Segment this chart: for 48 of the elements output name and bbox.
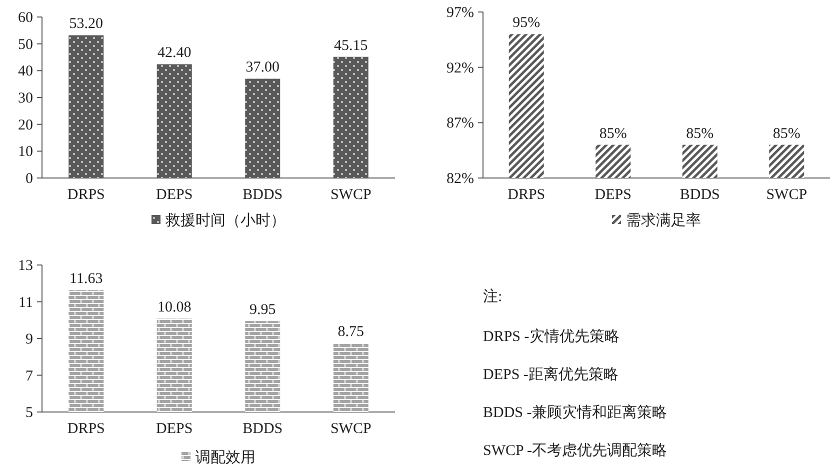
data-label: 11.63 xyxy=(70,271,103,288)
x-tick-label: BDDS xyxy=(242,421,283,437)
legend-label: 需求满足率 xyxy=(626,212,701,229)
data-label: 85% xyxy=(686,126,714,142)
x-tick-label: SWCP xyxy=(330,421,372,437)
y-tick-label: 97% xyxy=(446,5,474,21)
data-label: 95% xyxy=(512,15,540,32)
y-tick-label: 7 xyxy=(26,368,34,384)
y-tick-label: 50 xyxy=(18,36,33,53)
x-tick-label: DEPS xyxy=(594,187,632,203)
y-tick-label: 20 xyxy=(18,117,33,134)
y-tick-label: 0 xyxy=(26,171,33,187)
text: DRPS -灾情优先策略 xyxy=(483,328,620,345)
data-label: 85% xyxy=(772,126,800,142)
y-tick-label: 40 xyxy=(18,64,33,80)
text: 注: xyxy=(483,288,502,305)
x-tick-label: DRPS xyxy=(67,187,105,203)
data-label: 9.95 xyxy=(250,302,276,318)
data-label: 10.08 xyxy=(158,300,192,316)
data-label: 85% xyxy=(599,126,627,142)
x-tick-label: BDDS xyxy=(242,187,283,203)
legend-label: 调配效用 xyxy=(196,449,256,466)
legend-label: 救援时间（小时） xyxy=(164,212,286,229)
y-tick-label: 13 xyxy=(18,258,33,274)
x-tick-label: DEPS xyxy=(156,187,193,203)
y-tick-label: 87% xyxy=(446,116,474,132)
x-tick-label: BDDS xyxy=(680,187,720,203)
y-tick-label: 11 xyxy=(18,294,33,311)
x-tick-label: DRPS xyxy=(67,421,105,437)
y-tick-label: 5 xyxy=(26,405,33,421)
text: BDDS -兼顾灾情和距离策略 xyxy=(483,404,667,421)
x-tick-label: DRPS xyxy=(508,187,546,203)
data-label: 45.15 xyxy=(334,38,368,54)
y-tick-label: 9 xyxy=(26,332,33,348)
y-tick-label: 60 xyxy=(18,10,33,26)
y-tick-label: 92% xyxy=(446,60,474,76)
x-tick-label: SWCP xyxy=(766,187,808,203)
data-label: 37.00 xyxy=(246,60,280,76)
text: SWCP -不考虑优先调配策略 xyxy=(483,442,668,459)
data-label: 8.75 xyxy=(338,324,364,340)
y-tick-label: 82% xyxy=(446,171,474,187)
x-tick-label: DEPS xyxy=(156,421,193,437)
text: DEPS -距离优先策略 xyxy=(483,366,618,383)
y-tick-label: 30 xyxy=(18,90,33,106)
data-label: 42.40 xyxy=(158,45,192,62)
data-label: 53.20 xyxy=(69,16,103,32)
y-tick-label: 10 xyxy=(18,144,33,160)
x-tick-label: SWCP xyxy=(330,187,372,203)
